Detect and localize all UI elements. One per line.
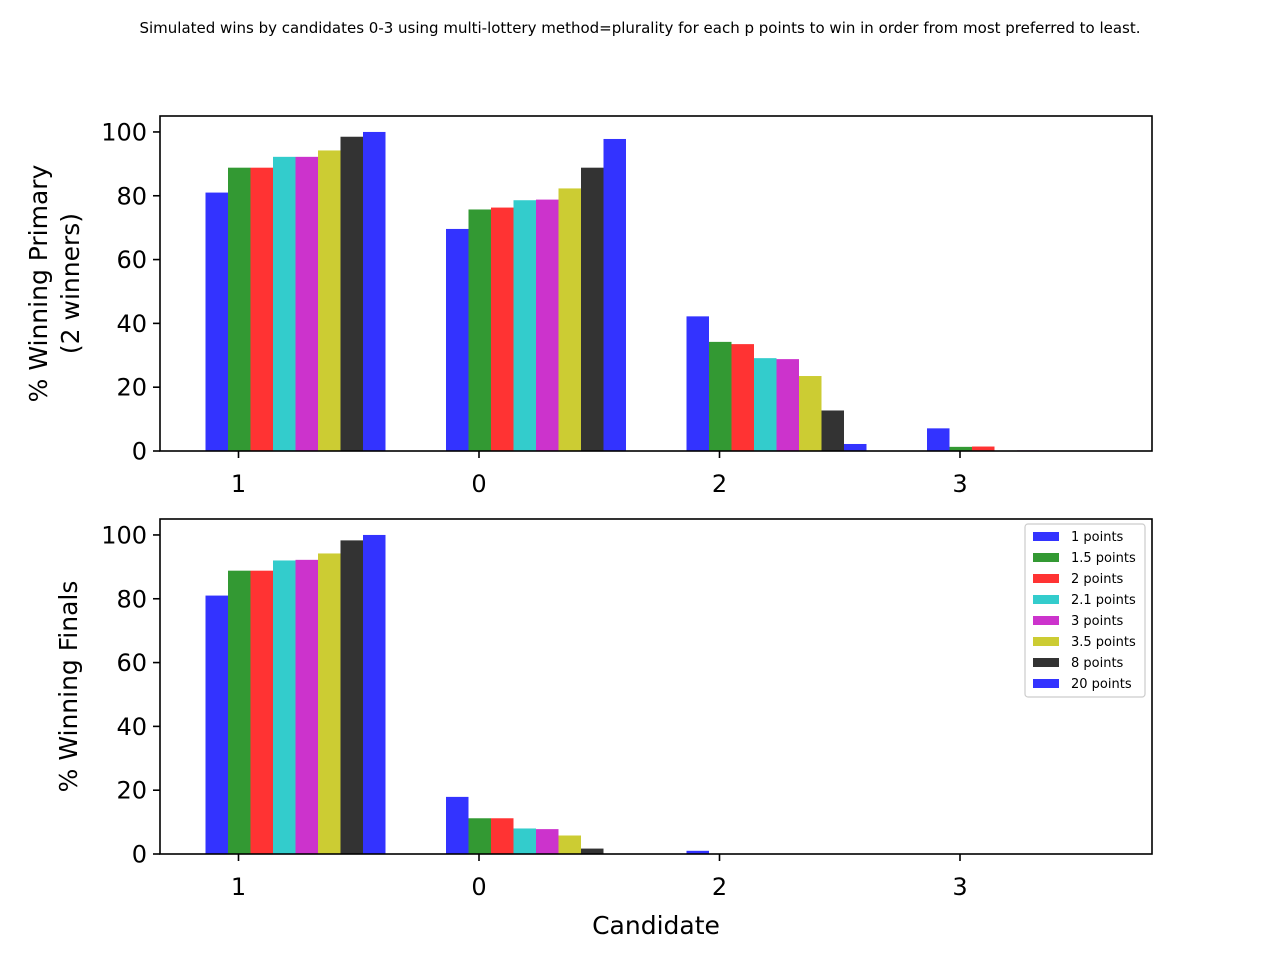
- y-tick-label: 60: [116, 649, 147, 677]
- bar-0-3-points: [536, 829, 559, 854]
- bar-0-8-points: [581, 848, 604, 854]
- legend-swatch: [1033, 616, 1059, 625]
- bar-0-3-5-points: [558, 835, 581, 854]
- legend-label: 3 points: [1071, 614, 1124, 629]
- bar-2-2-1-points: [754, 358, 777, 451]
- chart-finals: 0 20 40 60 80 100 1 0 2 3 % Winning Finals 1 points…: [54, 518, 1153, 901]
- bar-0-2-points: [491, 207, 514, 451]
- bar-2-2-points: [731, 344, 754, 451]
- figure-title: Simulated wins by candidates 0-3 using m…: [139, 19, 1140, 37]
- y-tick-label: 20: [116, 374, 147, 402]
- y-tick-label: 60: [116, 246, 147, 274]
- bar-3-1-points: [927, 428, 950, 451]
- y-tick-label: 80: [116, 585, 147, 613]
- y-axis-label: (2 winners): [56, 213, 85, 354]
- bar-0-8-points: [581, 167, 604, 451]
- bar-1-2-points: [250, 570, 273, 854]
- legend-swatch: [1033, 574, 1059, 583]
- x-tick-label: 3: [952, 873, 967, 901]
- bar-1-1-5-points: [228, 570, 251, 854]
- y-tick-label: 100: [101, 521, 147, 549]
- legend-swatch: [1033, 595, 1059, 604]
- bar-2-1-points: [686, 316, 709, 451]
- x-tick-label: 0: [471, 873, 486, 901]
- bar-2-1-points: [686, 850, 709, 854]
- bar-1-3-points: [295, 559, 318, 854]
- bar-1-2-points: [250, 167, 273, 451]
- y-tick-label: 80: [116, 182, 147, 210]
- bar-2-20-points: [844, 443, 867, 451]
- legend-label: 2.1 points: [1071, 593, 1136, 608]
- legend-swatch: [1033, 637, 1059, 646]
- x-tick-label: 3: [952, 470, 967, 498]
- bar-1-20-points: [363, 534, 386, 854]
- bar-2-8-points: [821, 410, 844, 451]
- bar-1-8-points: [340, 136, 363, 451]
- x-tick-label: 1: [231, 873, 246, 901]
- bar-1-2-1-points: [273, 156, 296, 452]
- bar-1-1-points: [205, 192, 228, 452]
- bar-2-3-5-points: [799, 376, 822, 451]
- bar-1-8-points: [340, 540, 363, 854]
- y-axis-label: % Winning Primary: [24, 164, 53, 402]
- legend-label: 8 points: [1071, 656, 1124, 671]
- legend: 1 points 1.5 points 2 points 2.1 points 3 po…: [1024, 523, 1146, 698]
- x-tick-label: 2: [712, 470, 727, 498]
- legend-label: 2 points: [1071, 572, 1124, 587]
- bar-0-20-points: [603, 138, 626, 451]
- y-tick-label: 40: [116, 713, 147, 741]
- bar-0-1-points: [446, 228, 469, 451]
- y-tick-label: 40: [116, 310, 147, 338]
- x-tick-label: 1: [231, 470, 246, 498]
- y-axis-label: % Winning Finals: [54, 581, 83, 793]
- y-tick-label: 20: [116, 777, 147, 805]
- x-axis-label: Candidate: [592, 911, 720, 940]
- bar-1-3-5-points: [318, 553, 341, 854]
- bar-1-20-points: [363, 131, 386, 451]
- legend-label: 1.5 points: [1071, 551, 1136, 566]
- bar-1-3-5-points: [318, 150, 341, 451]
- bar-1-3-points: [295, 156, 318, 452]
- y-tick-label: 0: [132, 841, 147, 869]
- bar-0-2-1-points: [513, 828, 536, 854]
- bar-3-1-5-points: [949, 446, 972, 451]
- bar-1-1-5-points: [228, 167, 251, 451]
- bar-2-1-5-points: [709, 341, 732, 451]
- legend-swatch: [1033, 658, 1059, 667]
- x-tick-label: 0: [471, 470, 486, 498]
- bar-0-1-points: [446, 796, 469, 854]
- axes-frame: [159, 518, 1153, 855]
- legend-label: 20 points: [1071, 677, 1132, 692]
- bar-0-3-points: [536, 199, 559, 451]
- bar-1-1-points: [205, 595, 228, 854]
- bar-0-2-1-points: [513, 200, 536, 451]
- legend-box: [1024, 523, 1146, 698]
- y-tick-label: 0: [132, 438, 147, 466]
- bar-1-2-1-points: [273, 560, 296, 854]
- legend-label: 1 points: [1071, 530, 1124, 545]
- legend-swatch: [1033, 553, 1059, 562]
- bar-0-1-5-points: [468, 209, 491, 451]
- legend-swatch: [1033, 679, 1059, 688]
- legend-swatch: [1033, 532, 1059, 541]
- y-tick-label: 100: [101, 118, 147, 146]
- bar-0-1-5-points: [468, 818, 491, 854]
- bar-0-2-points: [491, 818, 514, 854]
- bar-2-3-points: [776, 359, 799, 451]
- bar-0-3-5-points: [558, 188, 581, 451]
- x-tick-label: 2: [712, 873, 727, 901]
- chart-primary: 0 20 40 60 80 100 1 0 2 3 % Winning Primary (2 winn…: [24, 115, 1153, 498]
- axes-frame: [159, 115, 1153, 452]
- legend-label: 3.5 points: [1071, 635, 1136, 650]
- bar-3-2-points: [972, 446, 995, 451]
